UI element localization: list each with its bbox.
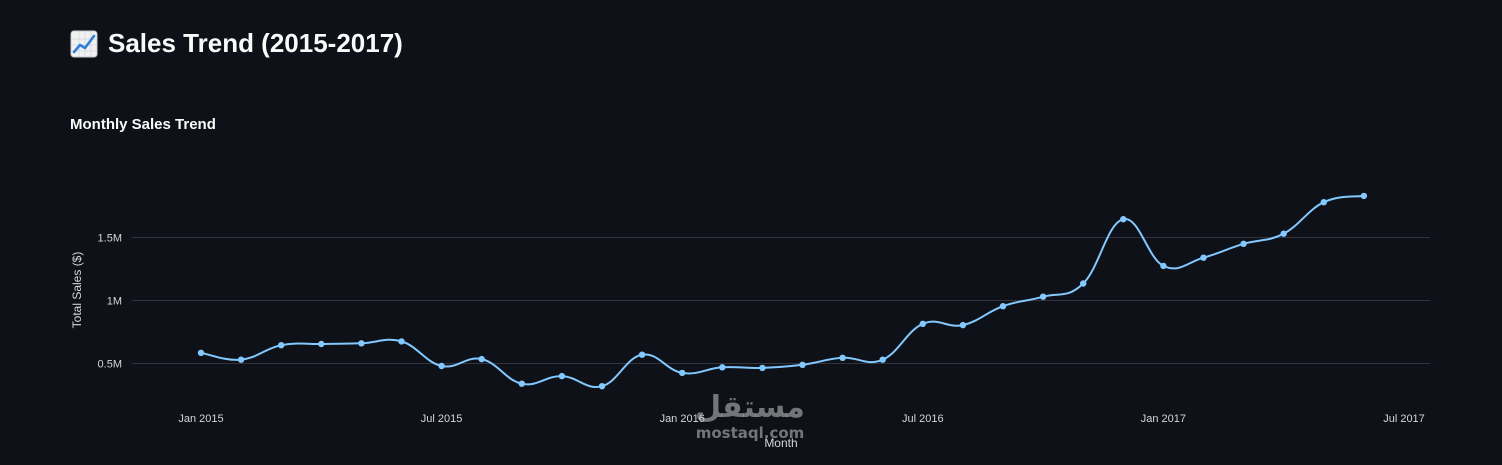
grid-layer [132, 237, 1430, 364]
data-point[interactable]: 2016-12: 1645000 [1120, 216, 1127, 223]
data-point[interactable]: 2015-08: 535000 [478, 355, 485, 363]
x-tick-label: Jan 2016 [660, 413, 705, 425]
data-point[interactable]: 2016-11: 1135000 [1080, 280, 1087, 287]
data-point[interactable]: 2017-03: 1450000 [1240, 240, 1247, 247]
chart-title: Monthly Sales Trend [70, 116, 216, 133]
data-point[interactable]: 2015-04: 655000 [318, 340, 325, 348]
data-point[interactable]: 2015-12: 570000 [638, 351, 646, 358]
data-point[interactable]: 2015-07: 480000 [438, 362, 445, 370]
data-point[interactable]: 2017-01: 1275000 [1160, 262, 1167, 270]
chart-increasing-icon [70, 30, 98, 57]
axis-layer: 0.5M 1M 1.5M Jan 2015 Jul 2015 Jan 2016 Jul 20… [98, 233, 1425, 426]
data-point[interactable]: 2017-02: 1340000 [1200, 254, 1207, 261]
x-axis-label: Month [764, 436, 797, 450]
x-tick-label: Jan 2015 [178, 413, 223, 425]
data-point[interactable]: 2016-10: 1030000 [1039, 293, 1047, 300]
y-tick-label: 1M [107, 296, 122, 308]
data-point[interactable]: 2016-03: 465000 [759, 364, 766, 372]
x-tick-label: Jul 2016 [902, 413, 944, 425]
data-point[interactable]: 2016-09: 955000 [999, 303, 1007, 310]
data-point[interactable]: 2017-05: 1780000 [1320, 199, 1328, 206]
data-point[interactable]: 2015-09: 340000 [518, 380, 525, 387]
x-tick-label: Jan 2017 [1141, 413, 1186, 425]
data-point[interactable]: 2016-05: 545000 [839, 354, 846, 361]
data-point[interactable]: 2016-01: 425000 [679, 369, 686, 377]
data-point[interactable]: 2016-07: 815000 [919, 320, 926, 327]
data-point[interactable]: 2016-02: 470000 [719, 364, 726, 371]
x-tick-label: Jul 2017 [1383, 413, 1425, 425]
x-tick-label: Jul 2015 [421, 413, 463, 425]
series-line-total-sales [200, 194, 1365, 389]
data-point[interactable]: 2015-03: 645000 [278, 342, 285, 349]
data-point[interactable]: 2015-02: 530000 [237, 356, 245, 363]
data-point[interactable]: 2017-04: 1530000 [1280, 230, 1287, 237]
data-point[interactable]: 2015-05: 660000 [358, 340, 365, 347]
page-title: Sales Trend (2015-2017) [70, 28, 403, 59]
y-axis-label: Total Sales ($) [70, 252, 84, 329]
data-point[interactable]: 2015-01: 585000 [197, 349, 205, 356]
data-point[interactable]: 2015-06: 675000 [398, 338, 405, 345]
page-title-text: Sales Trend (2015-2017) [108, 28, 403, 58]
y-tick-label: 1.5M [98, 233, 122, 245]
y-tick-label: 0.5M [98, 359, 122, 371]
data-point[interactable]: 2015-11: 320000 [598, 383, 606, 390]
data-point[interactable]: 2016-06: 530000 [879, 356, 886, 363]
data-point[interactable]: 2015-10: 400000 [558, 372, 566, 380]
points-layer: 2015-01: 585000 2015-02: 530000 2015-03: 6… [197, 192, 1368, 390]
data-point[interactable]: 2016-08: 805000 [959, 321, 967, 329]
data-point[interactable]: 2017-06: 1830000 [1360, 192, 1368, 200]
data-point[interactable]: 2016-04: 490000 [799, 361, 806, 368]
